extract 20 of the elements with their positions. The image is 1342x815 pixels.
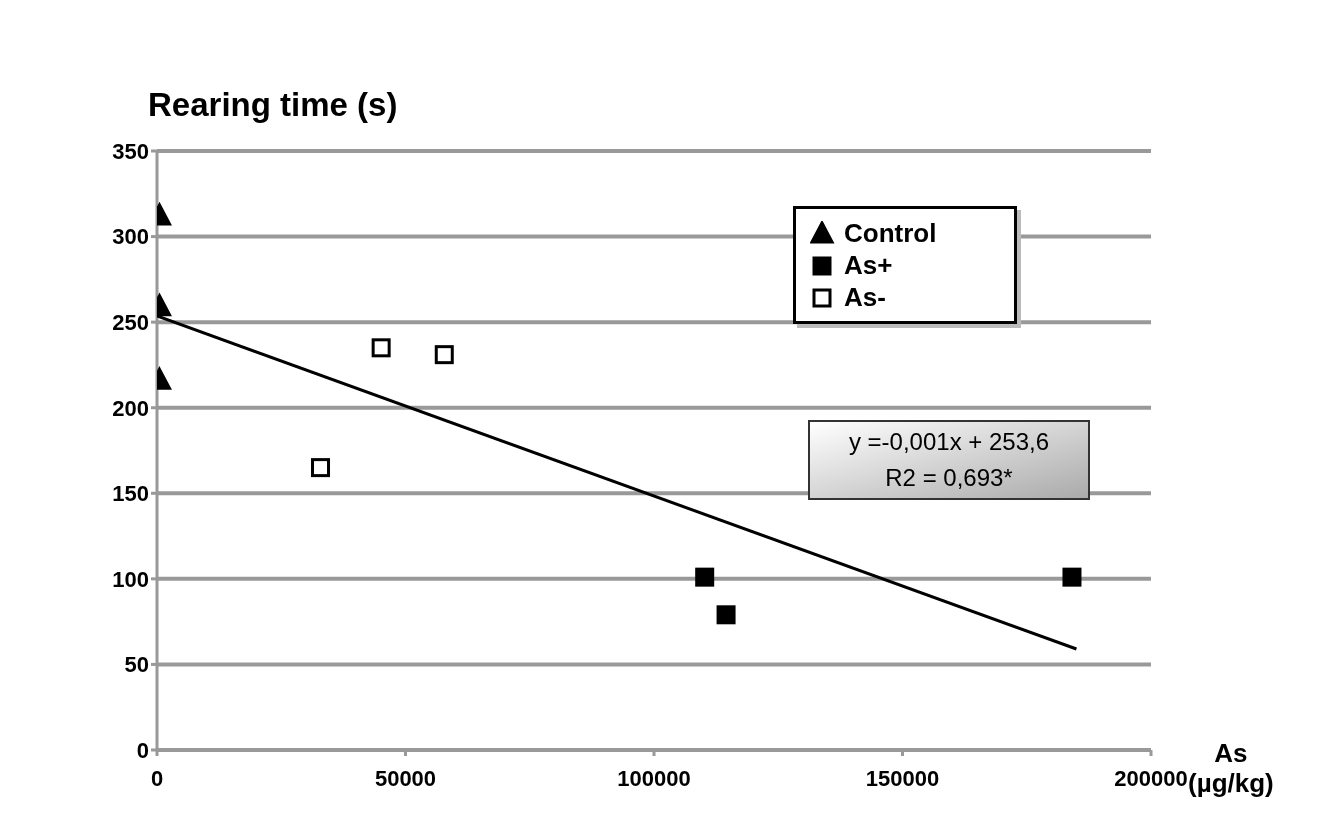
x-tick-label: 50000 xyxy=(374,765,437,791)
annotation: R2 = 0,693* xyxy=(884,463,1014,493)
y-tick-label: 0 xyxy=(136,737,149,763)
x-tick-label: 200000 xyxy=(1114,765,1188,791)
y-tick-label: 250 xyxy=(112,309,149,335)
y-tick-label: 300 xyxy=(112,224,149,250)
y-tick-label: 200 xyxy=(112,395,149,421)
x-tick-label: 150000 xyxy=(865,765,940,791)
chart-title: Rearing time (s) xyxy=(148,86,398,124)
legend-label: As+ xyxy=(844,249,893,281)
annotation: y =-0,001x + 253,6 xyxy=(847,427,1051,457)
y-tick-label: 100 xyxy=(112,566,149,592)
x-tick-label: 100000 xyxy=(617,765,691,791)
legend-label: As- xyxy=(844,281,886,313)
x-axis-title: As (µg/kg) xyxy=(1188,738,1274,798)
equation-box: y =-0,001x + 253,6 R2 = 0,693* xyxy=(808,420,1090,500)
legend-label: Control xyxy=(844,217,937,249)
y-tick-label: 350 xyxy=(112,138,149,164)
y-tick-label: 150 xyxy=(112,481,149,507)
y-tick-label: 50 xyxy=(124,652,149,678)
